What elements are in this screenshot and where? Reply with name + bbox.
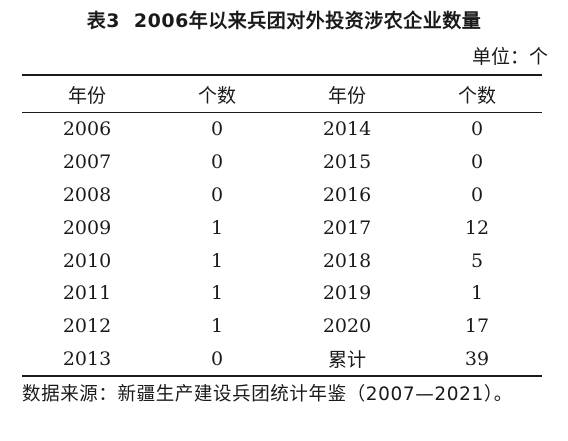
cell-year: 2010 <box>62 249 112 272</box>
header-count-left: 个数 <box>197 84 236 107</box>
cell-year: 2018 <box>322 249 372 272</box>
table-top-rule <box>22 74 542 76</box>
cell-year: 2007 <box>62 151 112 174</box>
data-table-container: 年份 个数 年份 个数 2006 0 2014 0 2007 0 2015 0 <box>22 74 542 378</box>
cell-count: 0 <box>470 118 484 141</box>
unit-label: 单位：个 <box>471 46 548 68</box>
cell-year: 2011 <box>62 282 112 305</box>
cell-count: 1 <box>210 216 224 239</box>
cell-year: 2012 <box>62 315 112 338</box>
table-title-text: 2006年以来兵团对外投资涉农企业数量 <box>133 10 482 32</box>
cell-year: 2020 <box>322 315 372 338</box>
table-row: 2009 1 2017 12 <box>22 211 542 244</box>
source-note: 数据来源：新疆生产建设兵团统计年鉴（2007—2021）。 <box>22 384 513 405</box>
cell-count: 5 <box>470 249 484 272</box>
cell-count: 0 <box>210 118 224 141</box>
cell-count: 0 <box>470 183 484 206</box>
table-title: 表3 2006年以来兵团对外投资涉农企业数量 <box>0 6 568 33</box>
table-row: 2006 0 2014 0 <box>22 113 542 146</box>
cell-count: 0 <box>210 347 224 370</box>
cell-count: 1 <box>470 282 484 305</box>
cell-year: 2014 <box>322 118 372 141</box>
table-row: 2011 1 2019 1 <box>22 277 542 310</box>
cell-count: 1 <box>210 282 224 305</box>
table-row: 2007 0 2015 0 <box>22 146 542 179</box>
table-bottom-rule <box>22 375 542 378</box>
table-header-row: 年份 个数 年份 个数 <box>22 76 542 112</box>
data-table-body: 2006 0 2014 0 2007 0 2015 0 2008 0 2016 … <box>22 113 542 375</box>
cell-year: 2009 <box>62 216 112 239</box>
table-header-rule <box>22 112 542 113</box>
cell-year: 2006 <box>62 118 112 141</box>
table-row: 2012 1 2020 17 <box>22 310 542 343</box>
cell-year: 2008 <box>62 183 112 206</box>
cell-count: 12 <box>464 216 490 239</box>
header-count-right: 个数 <box>457 84 496 107</box>
header-year-left: 年份 <box>67 84 106 107</box>
cell-count: 1 <box>210 315 224 338</box>
table-number: 表3 <box>86 10 120 32</box>
cell-year: 2013 <box>62 347 112 370</box>
table-row: 2010 1 2018 5 <box>22 244 542 277</box>
table-row: 2013 0 累计 39 <box>22 343 542 376</box>
cell-year: 2015 <box>322 151 372 174</box>
data-table: 年份 个数 年份 个数 <box>22 76 542 112</box>
cell-total-label: 累计 <box>327 349 366 372</box>
cell-count: 17 <box>464 315 490 338</box>
cell-year: 2017 <box>322 216 372 239</box>
cell-year: 2019 <box>322 282 372 305</box>
cell-count: 0 <box>210 151 224 174</box>
cell-count: 1 <box>210 249 224 272</box>
cell-total-value: 39 <box>464 347 490 370</box>
table-row: 2008 0 2016 0 <box>22 179 542 212</box>
cell-year: 2016 <box>322 183 372 206</box>
cell-count: 0 <box>210 183 224 206</box>
header-year-right: 年份 <box>327 84 366 107</box>
cell-count: 0 <box>470 151 484 174</box>
